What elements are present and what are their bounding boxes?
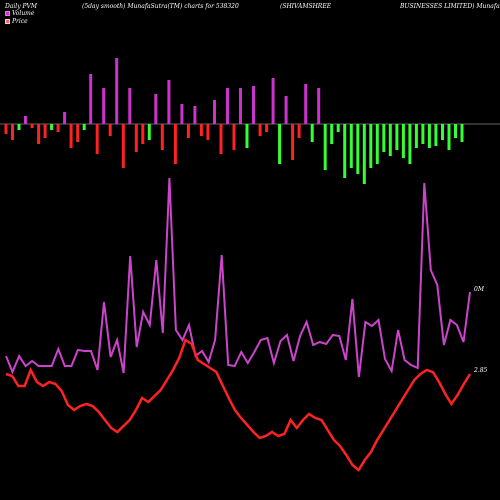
legend-price-label: Price (12, 18, 28, 25)
momentum-bar (421, 124, 425, 144)
price-swatch-icon (5, 19, 10, 24)
momentum-bar (4, 124, 8, 134)
momentum-bar (63, 112, 67, 124)
momentum-bar (369, 124, 373, 168)
momentum-bar (239, 88, 242, 124)
momentum-bar (447, 124, 451, 150)
legend-volume-label: Volume (12, 10, 35, 17)
momentum-bar (108, 124, 112, 136)
momentum-bar (102, 88, 106, 124)
momentum-bar (199, 124, 203, 136)
momentum-bar (128, 88, 132, 124)
momentum-bar (121, 124, 125, 168)
momentum-bar (206, 124, 210, 140)
momentum-bar (76, 124, 80, 142)
momentum-bar (349, 124, 353, 168)
momentum-bar (89, 74, 93, 124)
momentum-bar (310, 124, 314, 142)
momentum-bar (115, 58, 119, 124)
price-line (5, 338, 472, 472)
momentum-bar (180, 104, 184, 124)
momentum-bar (271, 78, 275, 124)
chart-title-company-cont: BUSINESSES LIMITED) Munafa (400, 3, 500, 10)
momentum-bars (4, 58, 464, 184)
momentum-bar (441, 124, 444, 140)
momentum-bar (213, 100, 216, 124)
momentum-bar (388, 124, 392, 156)
momentum-bar (226, 88, 229, 124)
momentum-bar (343, 124, 347, 178)
momentum-bar (460, 124, 464, 142)
momentum-bar (50, 124, 54, 130)
momentum-bar (434, 124, 438, 146)
momentum-bar (356, 124, 360, 174)
volume-swatch-icon (5, 11, 10, 16)
chart-title-company: (SHIVAMSHREE (280, 3, 332, 10)
momentum-bar (30, 124, 34, 128)
momentum-bar (408, 124, 412, 164)
momentum-bar (414, 124, 418, 148)
momentum-bar (37, 124, 41, 144)
momentum-bar (362, 124, 366, 184)
momentum-bar (154, 94, 158, 124)
momentum-bar (265, 124, 269, 132)
momentum-bar (56, 124, 60, 132)
momentum-bar (454, 124, 457, 138)
momentum-bar (173, 124, 177, 164)
momentum-bar (134, 124, 138, 152)
momentum-bar (375, 124, 379, 164)
momentum-bar (95, 124, 99, 154)
momentum-bar (258, 124, 262, 136)
momentum-bar (43, 124, 47, 138)
momentum-bar (69, 124, 73, 148)
momentum-bar (252, 86, 255, 124)
price-last-value: 2.85 (474, 367, 488, 374)
momentum-bar (297, 124, 301, 138)
momentum-bar (17, 124, 21, 130)
momentum-bar (401, 124, 405, 158)
momentum-bar (82, 124, 86, 130)
momentum-bar (304, 84, 308, 124)
momentum-bar (160, 124, 164, 150)
momentum-bar (219, 124, 223, 154)
momentum-bar (336, 124, 340, 132)
momentum-bar (167, 80, 171, 124)
momentum-bar (141, 124, 145, 144)
momentum-bar (284, 96, 288, 124)
momentum-bar (382, 124, 386, 152)
momentum-bar (278, 124, 282, 164)
volume-last-value: 0M (474, 286, 484, 293)
volume-line (5, 177, 471, 378)
momentum-bar (317, 88, 321, 124)
momentum-bar (245, 124, 249, 148)
momentum-bar (232, 124, 236, 150)
momentum-bar (11, 124, 14, 140)
momentum-bar (427, 124, 431, 148)
momentum-bar (395, 124, 399, 150)
legend-volume: Volume (5, 10, 34, 17)
momentum-bar (330, 124, 334, 144)
chart-title-main: (5day smooth) MunafaSutra(TM) charts for… (82, 3, 239, 10)
legend-price: Price (5, 18, 28, 25)
chart-title-left: Daily PVM (5, 3, 38, 10)
momentum-bar (323, 124, 327, 170)
momentum-bar (24, 116, 27, 124)
momentum-bar (147, 124, 151, 140)
momentum-bar (291, 124, 295, 160)
momentum-bar (186, 124, 190, 138)
momentum-bar (193, 106, 197, 124)
